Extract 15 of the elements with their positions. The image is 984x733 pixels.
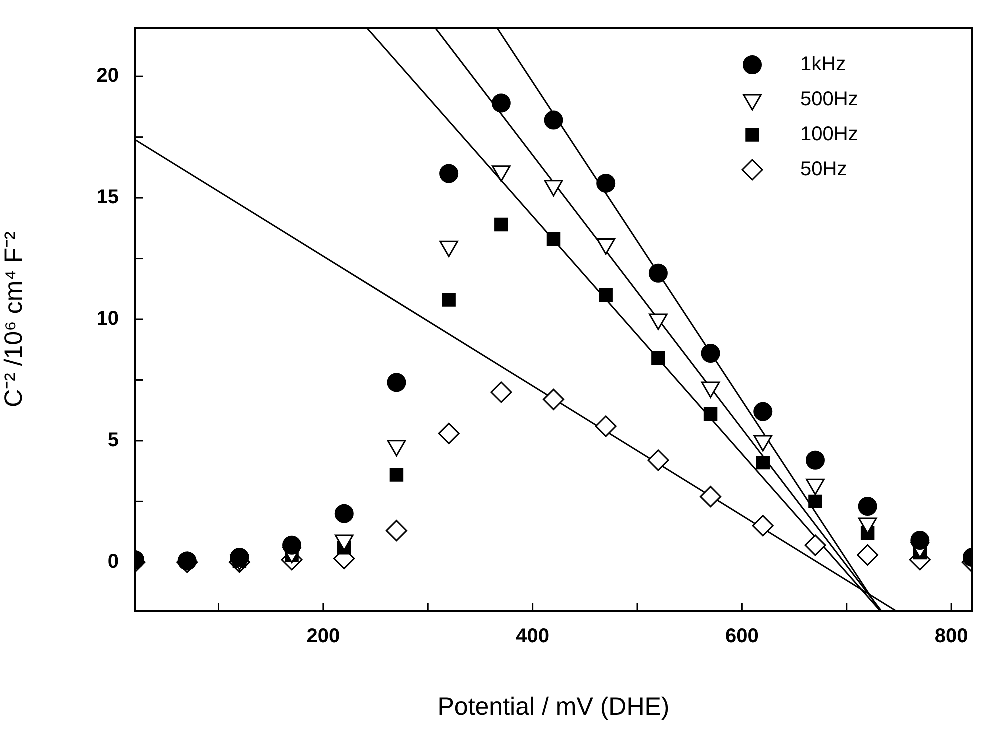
x-tick-label: 400	[516, 626, 550, 648]
y-axis-title: C⁻² /10⁶ cm⁴ F⁻²	[0, 232, 28, 408]
legend-label: 500Hz	[800, 88, 858, 111]
legend-label: 100Hz	[800, 124, 858, 146]
x-tick-label: 600	[726, 626, 759, 648]
y-tick-label: 5	[108, 429, 119, 452]
x-tick-label: 800	[934, 626, 968, 648]
x-axis-title: Potential / mV (DHE)	[438, 692, 670, 721]
y-tick-label: 20	[96, 65, 119, 88]
y-tick-label: 15	[96, 186, 119, 209]
y-tick-label: 10	[96, 308, 119, 330]
legend-label: 1kHz	[800, 54, 846, 76]
y-tick-label: 0	[108, 550, 119, 573]
legend-label: 50Hz	[800, 158, 848, 181]
x-tick-label: 200	[306, 626, 340, 648]
